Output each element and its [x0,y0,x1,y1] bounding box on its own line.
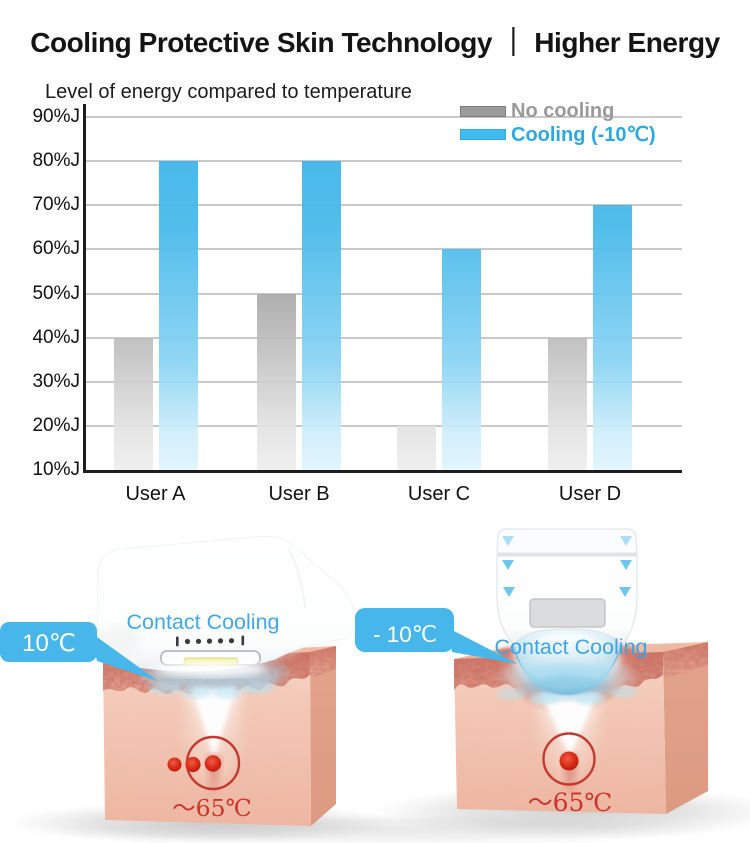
right-red-dot [559,751,579,771]
bar-cooling-10-user-a [158,161,198,470]
left-device-vents-part-149 [206,638,213,644]
left-badge-label: 10℃ [22,630,76,657]
left-device-vents-part-146 [241,635,245,646]
right-illustration: ～65℃ [355,528,708,817]
right-device-part-201 [530,693,560,705]
right-temperature-label: ～65℃ [528,788,613,817]
right-cooling-label: Contact Cooling [495,635,648,659]
left-temperature-label: ～65℃ [172,794,252,822]
y-tick-label: 10%J [32,459,80,480]
gridline [86,248,682,251]
bar-cooling-10-user-d [593,205,632,471]
right-target-circle [542,732,596,786]
y-tick-label: 80%J [32,150,80,172]
chart-subtitle: Level of energy compared to temperature [45,81,412,103]
bar-cooling-10-user-c [442,249,481,470]
legend-item-no-cooling: No cooling [460,100,614,123]
right-device-arrows [502,536,632,597]
left-temp-badge-part-157 [0,622,97,662]
gridline [86,116,682,118]
right-device-part-202 [575,693,605,705]
x-tick-label: User A [125,483,186,505]
left-device-part-154 [155,661,267,677]
right-device-part-200 [497,688,527,700]
right-temp-badge-part-205 [448,628,518,664]
legend-item-cooling: Cooling (-10℃) [460,122,656,147]
page-title: Cooling Protective Skin Technology ｜ Hig… [30,27,720,58]
gridline [86,160,682,163]
left-illustration: ～65℃ [0,535,357,826]
y-tick-label: 50%J [32,282,80,304]
left-skin-cube-part-112 [310,646,336,826]
right-device-part-186 [496,528,638,554]
bar-no-cooling-user-c [397,425,436,470]
right-device-part-189 [528,632,606,651]
left-temp-badge-part-156 [90,632,158,681]
left-device [96,535,357,677]
right-device-arrows-part-192 [502,536,514,546]
left-skin-cube-part-125 [192,687,236,757]
left-cold-glow-part-136 [181,687,211,699]
legend-label-no-cooling: No cooling [511,100,615,122]
right-temp-badge-part-206 [355,608,454,652]
gridline [86,292,682,295]
right-device-arrows-part-197 [619,587,631,597]
left-red-dot-3 [204,755,222,772]
right-skin-cube-part-177 [540,692,598,756]
y-tick-label: 40%J [32,326,80,348]
right-device-part-203 [609,686,637,698]
left-temp-badge: 10℃ [0,622,158,681]
legend-swatch-cooling [460,129,506,140]
left-device-part-140 [96,535,357,672]
gridline [86,336,682,339]
left-cold-glow-part-137 [213,687,243,699]
left-device-vents-part-150 [217,638,224,644]
y-tick-label: 90%J [32,106,80,127]
bar-no-cooling-user-d [548,337,587,470]
left-cold-glow-part-138 [245,682,273,694]
left-cold-glow-part-135 [149,683,181,695]
bar-no-cooling-user-a [113,337,153,470]
y-tick-label: 20%J [32,414,80,436]
right-skin-cube-part-163 [663,642,708,814]
gridline [86,380,682,383]
y-tick-label: 70%J [32,194,80,216]
energy-bar-chart: Level of energy compared to temperature … [32,81,682,505]
y-axis [83,104,86,473]
right-device-arrows-part-195 [620,560,632,570]
right-device-arrows-part-194 [502,560,514,570]
left-device-vents [176,635,245,647]
left-device-vents-part-145 [176,636,179,647]
right-badge-label: - 10℃ [373,622,437,647]
left-red-dot-2 [185,756,201,773]
left-device-vents-part-151 [228,638,235,644]
bar-cooling-10-user-b [302,161,341,470]
bar-no-cooling-user-b [257,293,296,470]
legend-swatch-no-cooling [460,106,506,117]
y-tick-label: 60%J [32,238,80,260]
right-temp-badge: - 10℃ [355,608,518,664]
x-tick-label: User C [407,483,471,505]
x-tick-label: User D [558,483,622,505]
y-tick-label: 30%J [32,370,80,392]
right-device-arrows-part-196 [503,587,515,597]
left-device-vents-part-147 [184,638,191,645]
left-cooling-label: Contact Cooling [127,610,280,634]
right-device-window [529,598,606,628]
legend-label-cooling: Cooling (-10℃) [511,124,656,146]
right-device [493,528,641,705]
x-tick-label: User B [268,483,330,505]
left-device-vents-part-148 [195,638,202,644]
left-red-dot-1 [167,757,182,772]
right-device-arrows-part-193 [620,536,632,546]
x-axis [83,470,682,473]
gridline [86,204,682,207]
gridline [86,424,682,427]
left-device-part-142 [288,548,306,609]
